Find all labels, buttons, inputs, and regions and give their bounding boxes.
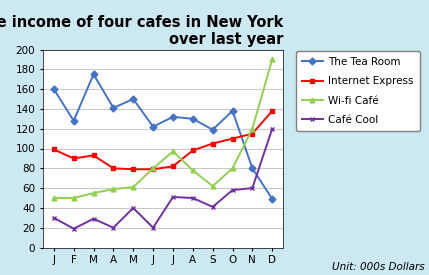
Café Cool: [170, 195, 175, 199]
Café Cool: [230, 188, 235, 192]
The Tea Room: [170, 115, 175, 119]
Café Cool: [210, 205, 215, 208]
Café Cool: [91, 217, 96, 221]
Café Cool: [190, 196, 195, 200]
The Tea Room: [91, 73, 96, 76]
Text: Unit: 000s Dollars: Unit: 000s Dollars: [332, 262, 425, 272]
The Tea Room: [230, 109, 235, 112]
Wi-fi Café: [51, 196, 56, 200]
Café Cool: [151, 226, 156, 229]
Wi-fi Café: [210, 185, 215, 188]
The Tea Room: [210, 128, 215, 131]
Wi-fi Café: [151, 167, 156, 170]
Café Cool: [250, 186, 255, 190]
Café Cool: [71, 227, 76, 230]
Line: Wi-fi Café: Wi-fi Café: [51, 57, 275, 200]
Wi-fi Café: [250, 127, 255, 130]
Wi-fi Café: [71, 196, 76, 200]
Wi-fi Café: [270, 58, 275, 61]
Internet Express: [250, 132, 255, 135]
Internet Express: [270, 109, 275, 112]
Internet Express: [91, 154, 96, 157]
Wi-fi Café: [91, 191, 96, 195]
Café Cool: [111, 226, 116, 229]
Internet Express: [151, 168, 156, 171]
Wi-fi Café: [190, 169, 195, 172]
Wi-fi Café: [111, 188, 116, 191]
The Tea Room: [190, 117, 195, 120]
Wi-fi Café: [170, 150, 175, 153]
Internet Express: [210, 142, 215, 145]
Internet Express: [230, 137, 235, 140]
Internet Express: [190, 149, 195, 152]
Line: The Tea Room: The Tea Room: [51, 72, 275, 201]
Internet Express: [51, 148, 56, 151]
Internet Express: [111, 167, 116, 170]
Internet Express: [131, 168, 136, 171]
Café Cool: [51, 216, 56, 219]
Text: the income of four cafes in New York
over last year: the income of four cafes in New York ove…: [0, 15, 283, 47]
The Tea Room: [250, 167, 255, 170]
The Tea Room: [270, 197, 275, 201]
Line: Internet Express: Internet Express: [51, 108, 275, 172]
The Tea Room: [151, 125, 156, 128]
The Tea Room: [71, 119, 76, 122]
Café Cool: [270, 127, 275, 130]
Legend: The Tea Room, Internet Express, Wi-fi Café, Café Cool: The Tea Room, Internet Express, Wi-fi Ca…: [296, 51, 420, 131]
Wi-fi Café: [131, 185, 136, 189]
The Tea Room: [111, 106, 116, 109]
Wi-fi Café: [230, 167, 235, 170]
Internet Express: [71, 157, 76, 160]
Internet Express: [170, 165, 175, 168]
Café Cool: [131, 206, 136, 210]
Line: Café Cool: Café Cool: [51, 126, 275, 231]
The Tea Room: [131, 97, 136, 101]
The Tea Room: [51, 87, 56, 91]
